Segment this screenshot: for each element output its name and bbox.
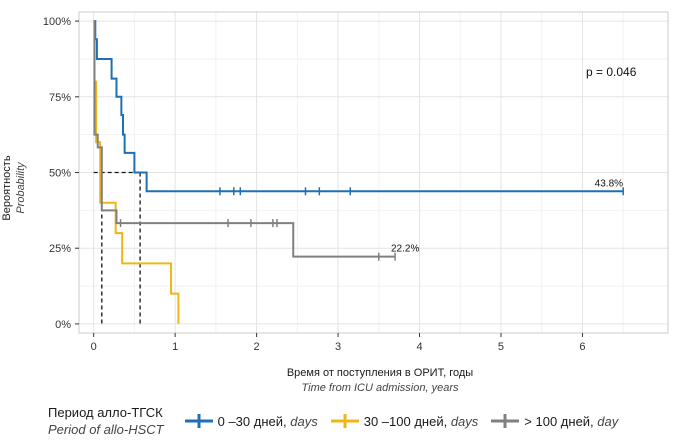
x-tick-label: 6 <box>579 341 585 353</box>
x-axis-title: Время от поступления в ОРИТ, годы <box>287 367 473 379</box>
x-tick-label: 2 <box>254 341 260 353</box>
legend-item-30-100: 30 –100 дней, days <box>330 413 479 429</box>
km-chart: 43.8% 22.2% 0% 25% 50% 75% 100% 0 1 2 3 4 5 6 p = 0… <box>1 11 669 394</box>
legend-label: > 100 дней, <box>524 413 594 429</box>
km-curve-2 <box>93 20 396 258</box>
legend-key-gray <box>491 414 520 428</box>
x-tick-label: 5 <box>498 341 504 353</box>
km-curve-0 <box>93 20 624 193</box>
series-end-label: 22.2% <box>391 244 419 255</box>
legend-key-blue <box>184 414 213 428</box>
y-axis: 0% 25% 50% 75% 100% <box>43 16 79 331</box>
grid <box>78 11 669 334</box>
legend: Период алло-ТГСК Period of allo-HSCT 0 –… <box>48 403 630 439</box>
legend-item-0-30: 0 –30 дней, days <box>184 413 318 429</box>
x-axis-subtitle: Time from ICU admission, years <box>302 382 459 394</box>
legend-title: Период алло-ТГСК Period of allo-HSCT <box>48 404 164 438</box>
y-tick-label: 100% <box>43 16 71 28</box>
x-axis: 0 1 2 3 4 5 6 <box>91 333 586 353</box>
legend-label-en: days <box>290 413 318 429</box>
km-curve-1 <box>93 80 180 324</box>
legend-title-en: Period of allo-HSCT <box>48 422 164 437</box>
y-tick-label: 25% <box>49 243 71 255</box>
legend-title-ru: Период алло-ТГСК <box>48 405 163 420</box>
x-tick-label: 3 <box>335 341 341 353</box>
x-tick-label: 1 <box>172 341 178 353</box>
y-axis-subtitle: Probability <box>15 161 27 214</box>
legend-key-yellow <box>330 414 359 428</box>
legend-label-en: day <box>597 413 619 429</box>
x-tick-label: 4 <box>416 341 422 353</box>
y-axis-title: Вероятность <box>1 155 13 220</box>
legend-label-en: days <box>450 413 479 429</box>
series-end-label: 43.8% <box>595 178 623 189</box>
legend-label: 0 –30 дней, <box>217 413 287 429</box>
legend-label: 30 –100 дней, <box>363 413 448 429</box>
y-tick-label: 75% <box>49 92 71 104</box>
p-value-annotation: p = 0.046 <box>586 65 637 79</box>
x-tick-label: 0 <box>91 341 97 353</box>
legend-item-over-100: > 100 дней, day <box>490 413 618 429</box>
series-layer: 43.8% 22.2% <box>93 20 624 324</box>
y-tick-label: 50% <box>49 168 71 180</box>
y-tick-label: 0% <box>55 319 71 331</box>
